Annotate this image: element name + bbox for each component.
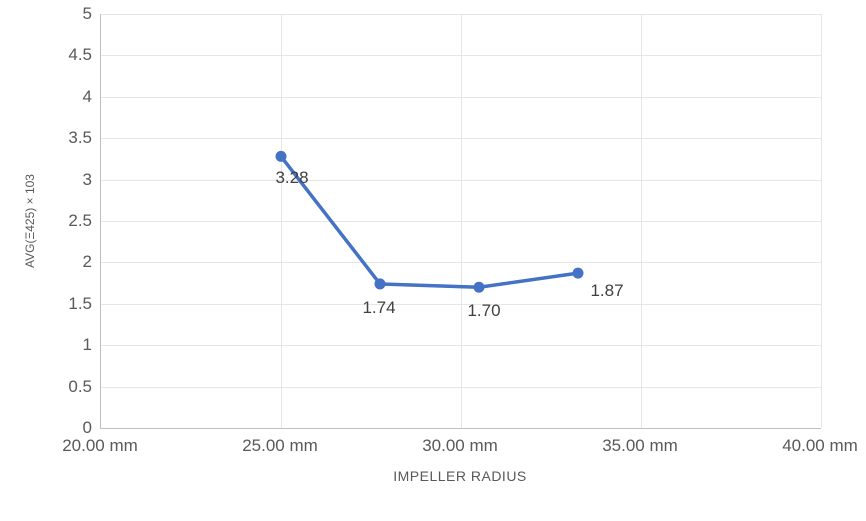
data-point (573, 268, 583, 278)
y-tick-label: 2 (83, 252, 100, 272)
series-line (101, 14, 821, 428)
data-label: 1.70 (467, 301, 500, 321)
y-tick-label: 1.5 (68, 294, 100, 314)
y-tick-label: 4 (83, 87, 100, 107)
y-tick-label: 0.5 (68, 377, 100, 397)
y-tick-label: 4.5 (68, 45, 100, 65)
data-label: 1.74 (362, 298, 395, 318)
x-tick-label: 35.00 mm (602, 436, 678, 456)
data-label: 3.28 (275, 168, 308, 188)
y-tick-label: 2.5 (68, 211, 100, 231)
data-point (474, 282, 484, 292)
plot-area (100, 14, 821, 429)
line-chart: AVG(Ξ425) × 103 IMPELLER RADIUS 0 0.5 1 1.5… (0, 0, 866, 521)
y-tick-label: 1 (83, 335, 100, 355)
y-tick-label: 5 (83, 4, 100, 24)
y-axis-title: AVG(Ξ425) × 103 (23, 174, 37, 268)
x-axis-title: IMPELLER RADIUS (393, 468, 527, 484)
x-tick-label: 20.00 mm (62, 436, 138, 456)
y-tick-label: 3.5 (68, 128, 100, 148)
data-point (375, 279, 385, 289)
y-tick-label: 0 (83, 418, 100, 438)
data-point (276, 151, 286, 161)
x-tick-label: 25.00 mm (242, 436, 318, 456)
x-tick-label: 30.00 mm (422, 436, 498, 456)
data-label: 1.87 (590, 281, 623, 301)
grid-line (821, 14, 822, 428)
y-tick-label: 3 (83, 170, 100, 190)
x-tick-label: 40.00 mm (782, 436, 858, 456)
